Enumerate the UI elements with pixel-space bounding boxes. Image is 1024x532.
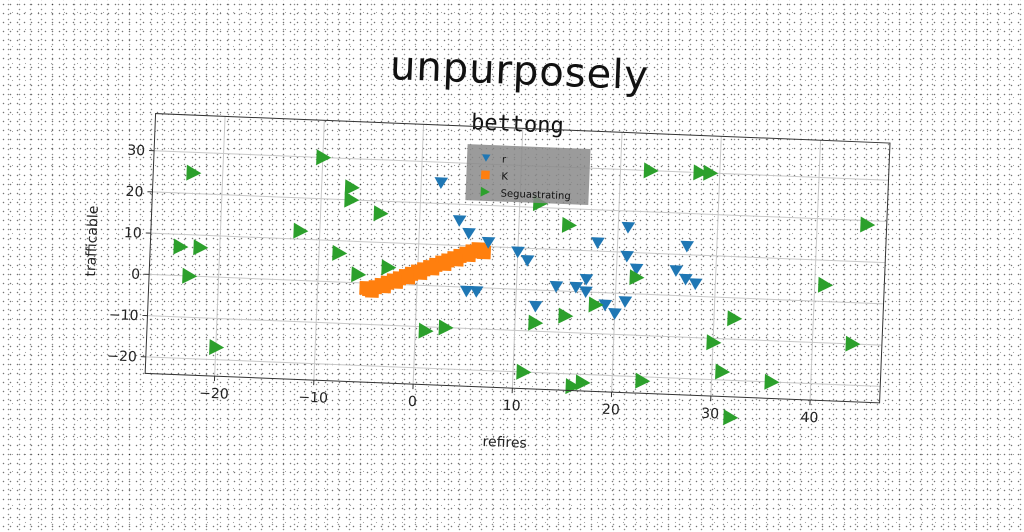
data-point (469, 286, 483, 298)
legend-label: K (501, 172, 508, 183)
data-point (723, 409, 738, 426)
data-point (351, 266, 366, 283)
y-tick-label: 30 (127, 143, 145, 160)
data-point (209, 339, 224, 356)
y-tick-label: 0 (131, 267, 141, 283)
x-tick-label: 20 (602, 402, 620, 419)
data-point (727, 310, 742, 327)
data-point (706, 334, 721, 351)
y-tick-label: 10 (124, 225, 142, 242)
x-gridline (413, 124, 423, 384)
data-point (635, 373, 650, 390)
data-point (589, 296, 604, 313)
data-point (608, 308, 622, 320)
y-tick-label: 20 (125, 184, 143, 201)
x-gridline (612, 132, 622, 392)
data-point (316, 149, 331, 166)
data-point (818, 277, 833, 294)
data-point (434, 177, 448, 189)
data-point (715, 363, 730, 380)
data-point (558, 308, 573, 325)
data-point (359, 281, 373, 295)
data-point (344, 192, 359, 209)
data-point (620, 251, 634, 263)
data-point (528, 301, 542, 313)
data-point (332, 245, 347, 262)
data-point (621, 222, 635, 234)
legend-marker (481, 170, 490, 179)
x-axis-label: refires (482, 434, 527, 452)
data-point (562, 217, 577, 234)
x-tick-label: 30 (701, 406, 719, 423)
data-point (426, 261, 440, 275)
data-point (438, 319, 453, 336)
data-point (528, 315, 543, 332)
data-point (462, 248, 476, 262)
data-point (452, 215, 466, 227)
x-gridline (215, 116, 225, 376)
y-axis-label: trafficable (83, 205, 102, 277)
data-point (373, 205, 388, 222)
data-point (845, 336, 860, 353)
data-point (293, 223, 308, 240)
data-point (462, 228, 476, 240)
data-point (377, 279, 391, 293)
data-point (389, 275, 403, 289)
x-tick-label: 0 (408, 394, 418, 410)
data-point (688, 278, 702, 290)
data-point (644, 162, 659, 179)
data-point (680, 241, 694, 253)
x-tick-label: −10 (298, 390, 328, 407)
data-point (591, 237, 605, 249)
data-point (516, 364, 531, 381)
data-point (401, 270, 415, 284)
data-point (450, 252, 464, 266)
data-point (193, 239, 208, 256)
x-tick-label: −20 (199, 386, 229, 403)
series-k (359, 238, 491, 303)
data-point (418, 323, 433, 340)
data-point (575, 374, 590, 391)
data-point (182, 268, 197, 285)
y-tick-label: −20 (107, 348, 137, 365)
x-tick-label: 40 (800, 410, 818, 427)
y-tick-label: −10 (109, 307, 139, 324)
data-point (764, 374, 779, 391)
data-point (413, 266, 427, 280)
data-point (618, 296, 632, 308)
x-tick-label: 10 (502, 398, 520, 415)
data-point (438, 257, 452, 271)
data-point (520, 255, 534, 267)
x-gridline (810, 140, 820, 400)
data-point (186, 165, 201, 182)
data-point (703, 165, 718, 182)
data-point (860, 217, 875, 234)
data-point (173, 238, 188, 255)
